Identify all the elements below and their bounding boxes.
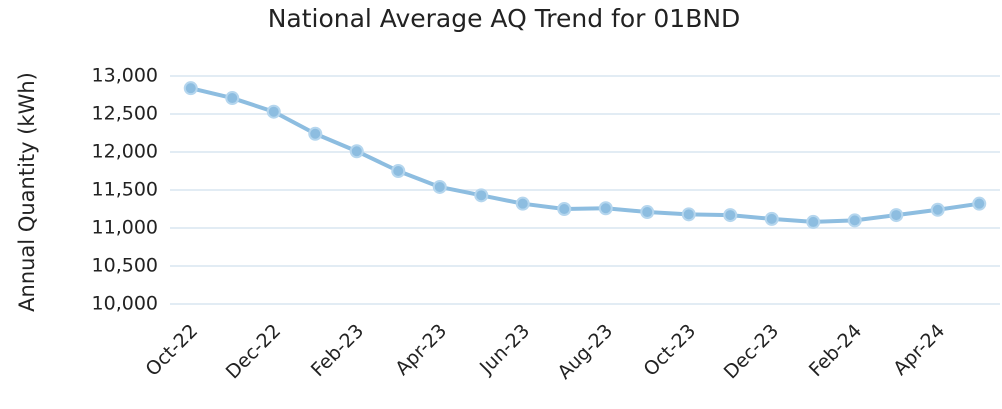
marker [681,207,696,222]
marker [391,164,406,178]
marker [972,196,987,211]
marker [598,201,613,216]
x-tick-label: Jun-23 [475,320,534,379]
y-tick-label: 10,500 [92,255,158,277]
marker [557,202,572,216]
marker [225,91,240,106]
x-tick-label: Apr-24 [889,320,949,380]
marker [723,208,738,223]
marker [640,205,655,220]
chart-title: National Average AQ Trend for 01BND [268,4,741,33]
marker [889,208,904,223]
marker [349,144,364,159]
x-tick-label: Oct-23 [639,320,700,381]
marker [183,81,198,96]
marker [515,196,530,211]
x-tick-label: Dec-22 [222,320,286,384]
marker [474,188,489,203]
x-tick-label: Aug-23 [553,320,617,384]
marker [764,211,779,226]
y-tick-label: 13,000 [92,65,158,87]
marker [806,214,821,229]
x-tick-label: Apr-23 [391,320,451,380]
x-tick-label: Dec-23 [720,320,784,384]
y-tick-label: 11,500 [92,179,158,201]
marker [847,213,862,228]
x-tick-label: Oct-22 [141,320,202,381]
y-axis-label: Annual Quantity (kWh) [15,72,39,312]
line [190,86,980,224]
x-tick-label: Feb-24 [805,320,866,381]
y-tick-label: 12,000 [92,141,158,163]
y-tick-label: 11,000 [92,217,158,239]
y-tick-label: 10,000 [92,293,158,315]
marker [432,179,447,194]
marker [930,202,945,217]
y-tick-label: 12,500 [92,103,158,125]
marker [266,104,281,119]
marker [308,126,323,141]
x-tick-label: Feb-23 [307,320,368,381]
